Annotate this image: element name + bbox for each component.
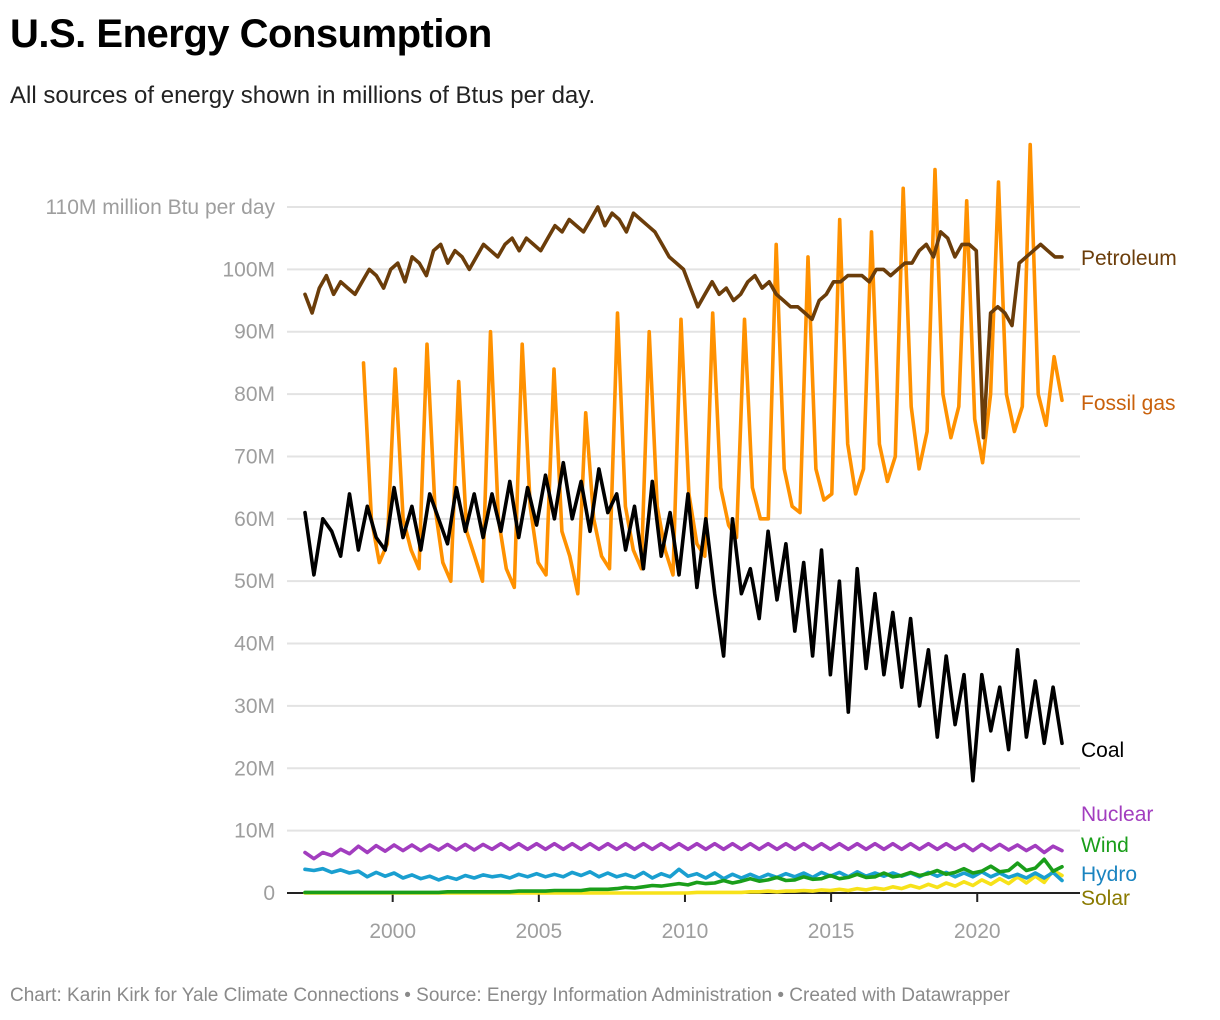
chart-title: U.S. Energy Consumption xyxy=(10,12,492,56)
y-tick-label: 0 xyxy=(263,882,275,905)
series-lines xyxy=(303,142,1064,895)
y-tick-label: 30M xyxy=(234,695,275,718)
x-tick-label: 2010 xyxy=(662,920,709,943)
series-label-fossil-gas: Fossil gas xyxy=(1081,392,1176,415)
y-tick-label: 100M xyxy=(222,258,275,281)
y-tick-label: 80M xyxy=(234,383,275,406)
series-label-hydro: Hydro xyxy=(1081,863,1137,886)
series-line-fossil-gas xyxy=(361,142,1064,596)
y-tick-label: 20M xyxy=(234,757,275,780)
y-tick-label: 110M million Btu per day xyxy=(45,196,275,219)
y-tick-label: 40M xyxy=(234,633,275,656)
x-axis: 2000 2005 2010 2015 2020 xyxy=(287,892,1080,943)
series-line-coal xyxy=(303,460,1064,783)
series-line-hydro xyxy=(303,866,1064,883)
chart-footer: Chart: Karin Kirk for Yale Climate Conne… xyxy=(10,985,1010,1006)
series-label-solar: Solar xyxy=(1081,887,1130,910)
x-tick-label: 2015 xyxy=(808,920,855,943)
y-tick-label: 10M xyxy=(234,820,275,843)
chart-subtitle: All sources of energy shown in millions … xyxy=(10,82,596,109)
series-label-petroleum: Petroleum xyxy=(1081,247,1177,270)
y-tick-label: 50M xyxy=(234,570,275,593)
series-labels: Petroleum Fossil gas Coal Nuclear Wind HydroS… xyxy=(1081,247,1177,910)
series-line-wind xyxy=(303,857,1064,895)
y-tick-label: 60M xyxy=(234,508,275,531)
series-label-coal: Coal xyxy=(1081,739,1124,762)
series-label-wind: Wind xyxy=(1081,834,1129,857)
y-tick-label: 70M xyxy=(234,445,275,468)
series-label-nuclear: Nuclear xyxy=(1081,803,1153,826)
y-axis: 0 10M 20M 30M 40M 50M 60M 70M 80M 90M 100M 110M mil… xyxy=(45,196,275,905)
x-tick-label: 2020 xyxy=(954,920,1001,943)
series-line-petroleum xyxy=(303,205,1064,440)
y-tick-label: 90M xyxy=(234,321,275,344)
series-line-nuclear xyxy=(303,841,1064,861)
x-tick-label: 2005 xyxy=(515,920,562,943)
x-tick-label: 2000 xyxy=(369,920,416,943)
